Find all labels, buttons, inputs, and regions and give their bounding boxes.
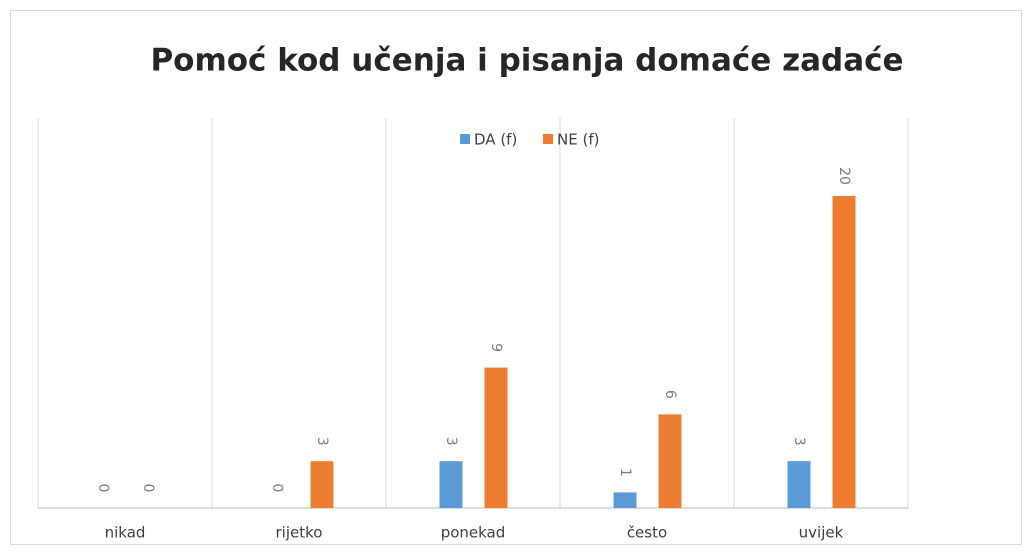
x-tick-label: ponekad [441,524,506,542]
legend-label: DA (f) [474,131,517,149]
legend-label: NE (f) [557,131,599,149]
bar [484,367,508,508]
bar [787,461,811,508]
bar [310,461,334,508]
legend-swatch [543,134,553,144]
bar [832,196,856,508]
chart-title: Pomoć kod učenja i pisanja domaće zadaće [150,43,903,79]
legend-swatch [460,134,470,144]
data-label: 3 [791,437,807,446]
x-tick-label: nikad [105,524,146,542]
x-tick-label: uvijek [799,524,844,542]
bar [613,492,637,508]
data-label: 0 [140,484,156,493]
data-label: 0 [269,484,285,493]
data-label: 20 [836,167,852,185]
x-tick-label: rijetko [276,524,323,542]
data-label: 3 [443,437,459,446]
x-tick-label: često [627,524,667,542]
data-label: 1 [617,468,633,477]
data-label: 3 [314,437,330,446]
bar [439,461,463,508]
data-label: 0 [95,484,111,493]
chart-border [10,10,1022,545]
data-label: 9 [488,343,504,352]
data-label: 6 [662,390,678,399]
bar [658,414,682,508]
